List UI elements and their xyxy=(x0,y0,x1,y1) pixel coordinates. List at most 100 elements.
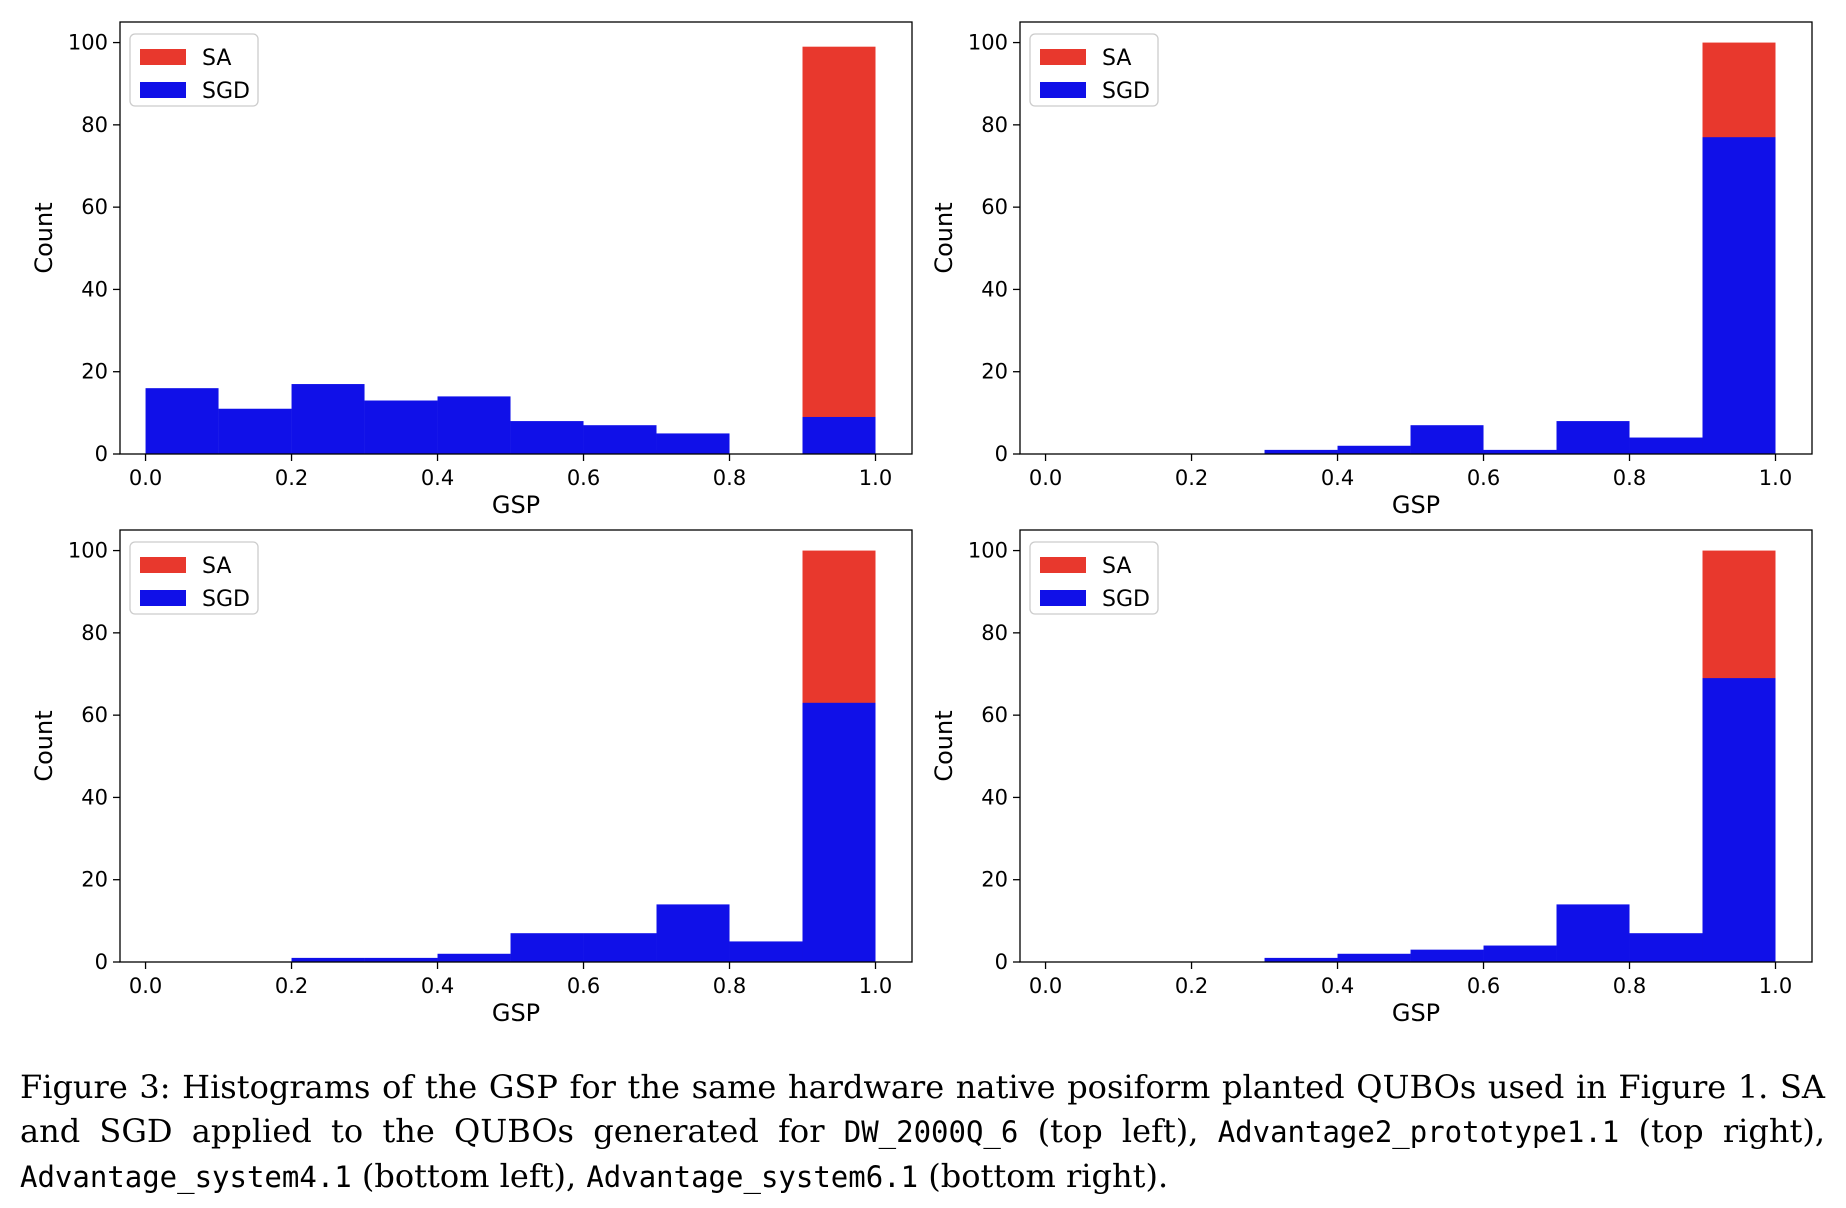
x-tick-label: 1.0 xyxy=(859,466,892,490)
y-axis-label: Count xyxy=(930,202,958,273)
x-axis-label: GSP xyxy=(492,491,540,519)
figure-caption: Figure 3: Histograms of the GSP for the … xyxy=(20,1065,1825,1199)
x-tick-label: 0.6 xyxy=(1467,466,1500,490)
legend-swatch-sa xyxy=(1040,49,1086,65)
bar-sgd-bin-6 xyxy=(1483,945,1557,962)
x-tick-label: 0.8 xyxy=(1613,466,1646,490)
legend-swatch-sgd xyxy=(1040,82,1086,98)
bar-sgd-bin-6 xyxy=(1483,449,1557,454)
bar-sgd-bin-4 xyxy=(1337,953,1411,962)
x-tick-label: 1.0 xyxy=(859,974,892,998)
legend-swatch-sa xyxy=(140,49,186,65)
axes-frame xyxy=(119,529,913,963)
y-tick-label: 60 xyxy=(81,195,108,219)
x-tick-label: 0.6 xyxy=(1467,974,1500,998)
bar-sgd-bin-4 xyxy=(437,953,511,962)
y-tick-label: 0 xyxy=(995,950,1008,974)
y-tick-label: 0 xyxy=(995,442,1008,466)
caption-text-5: (bottom right). xyxy=(918,1157,1169,1195)
y-tick-label: 20 xyxy=(981,360,1008,384)
bar-sgd-bin-3 xyxy=(1264,449,1338,454)
legend-swatch-sa xyxy=(1040,557,1086,573)
bar-sgd-bin-7 xyxy=(1556,421,1630,454)
y-tick-label: 80 xyxy=(81,621,108,645)
histogram-panel-bottom-right: 0.0 0.2 0.4 0.6 0.8 1.0 0 20 40 60 80 100 GSP Count SA… xyxy=(930,529,1813,1027)
y-tick-label: 100 xyxy=(68,31,108,55)
y-axis-label: Count xyxy=(30,710,58,781)
y-tick-label: 60 xyxy=(981,703,1008,727)
legend-label-sa: SA xyxy=(202,46,231,71)
histogram-figure: 0.0 0.2 0.4 0.6 0.8 1.0 0 20 40 60 80 100 GSP Count SA… xyxy=(30,21,1813,1027)
y-tick-label: 20 xyxy=(981,868,1008,892)
x-tick-label: 1.0 xyxy=(1759,974,1792,998)
y-tick-label: 80 xyxy=(981,113,1008,137)
axes-frame xyxy=(1019,21,1813,455)
y-tick-label: 100 xyxy=(968,539,1008,563)
legend-label-sa: SA xyxy=(1102,554,1131,579)
y-tick-label: 60 xyxy=(981,195,1008,219)
legend-label-sgd: SGD xyxy=(1102,587,1150,612)
bar-sgd-bin-5 xyxy=(510,421,584,454)
bar-sgd-bin-6 xyxy=(583,425,657,454)
axes-frame xyxy=(119,21,913,455)
caption-system-advantage6: Advantage_system6.1 xyxy=(586,1160,919,1194)
y-tick-label: 20 xyxy=(81,868,108,892)
bar-sgd-bin-5 xyxy=(1410,425,1484,454)
bar-sgd-bin-3 xyxy=(364,400,438,454)
y-axis-label: Count xyxy=(30,202,58,273)
legend-swatch-sgd xyxy=(140,590,186,606)
y-tick-label: 40 xyxy=(981,785,1008,809)
bar-sgd-bin-6 xyxy=(583,933,657,962)
bar-sgd-bin-1 xyxy=(218,408,292,454)
x-tick-label: 0.8 xyxy=(713,466,746,490)
legend-label-sa: SA xyxy=(1102,46,1131,71)
y-tick-label: 60 xyxy=(81,703,108,727)
x-tick-label: 0.4 xyxy=(421,466,454,490)
bar-sgd-bin-8 xyxy=(1629,437,1703,454)
legend-label-sgd: SGD xyxy=(202,587,250,612)
legend-swatch-sgd xyxy=(140,82,186,98)
bar-sgd-bin-3 xyxy=(364,957,438,962)
bar-sgd-bin-8 xyxy=(729,941,803,962)
bar-sgd-bin-9 xyxy=(1702,137,1776,454)
x-tick-label: 0.4 xyxy=(421,974,454,998)
x-tick-label: 0.8 xyxy=(1613,974,1646,998)
bar-sa-bin-9 xyxy=(802,46,876,454)
bar-sgd-bin-4 xyxy=(437,396,511,454)
y-tick-label: 80 xyxy=(81,113,108,137)
histogram-panel-top-left: 0.0 0.2 0.4 0.6 0.8 1.0 0 20 40 60 80 100 GSP Count SA… xyxy=(30,21,913,519)
bar-sgd-bin-9 xyxy=(802,702,876,962)
histogram-panel-top-right: 0.0 0.2 0.4 0.6 0.8 1.0 0 20 40 60 80 100 GSP Count SA… xyxy=(930,21,1813,519)
caption-system-advantage2-prototype: Advantage2_prototype1.1 xyxy=(1217,1115,1620,1149)
axes-frame xyxy=(1019,529,1813,963)
legend-swatch-sa xyxy=(140,557,186,573)
bar-sgd-bin-3 xyxy=(1264,957,1338,962)
y-tick-label: 0 xyxy=(95,950,108,974)
legend: SA SGD xyxy=(1029,541,1159,615)
legend-label-sgd: SGD xyxy=(202,79,250,104)
legend-swatch-sgd xyxy=(1040,590,1086,606)
x-tick-label: 0.2 xyxy=(1175,974,1208,998)
x-tick-label: 0.6 xyxy=(567,974,600,998)
y-tick-label: 80 xyxy=(981,621,1008,645)
y-tick-label: 100 xyxy=(968,31,1008,55)
caption-text-1: Figure 3: Histograms of the GSP for the … xyxy=(20,1068,1825,1150)
x-tick-label: 0.4 xyxy=(1321,974,1354,998)
bar-sgd-bin-8 xyxy=(1629,933,1703,962)
bar-sgd-bin-2 xyxy=(291,384,365,454)
x-tick-label: 0.2 xyxy=(1175,466,1208,490)
x-axis-label: GSP xyxy=(492,999,540,1027)
bar-sgd-bin-5 xyxy=(510,933,584,962)
x-tick-label: 0.4 xyxy=(1321,466,1354,490)
x-tick-label: 0.0 xyxy=(1029,974,1062,998)
y-tick-label: 0 xyxy=(95,442,108,466)
bar-sgd-bin-9 xyxy=(1702,678,1776,962)
bar-sgd-bin-7 xyxy=(1556,904,1630,962)
x-tick-label: 0.2 xyxy=(275,466,308,490)
y-tick-label: 20 xyxy=(81,360,108,384)
x-tick-label: 0.0 xyxy=(129,466,162,490)
bar-sgd-bin-7 xyxy=(656,904,730,962)
bar-sgd-bin-9 xyxy=(802,416,876,454)
caption-system-dw2000q6: DW_2000Q_6 xyxy=(843,1115,1019,1149)
x-tick-label: 0.0 xyxy=(1029,466,1062,490)
